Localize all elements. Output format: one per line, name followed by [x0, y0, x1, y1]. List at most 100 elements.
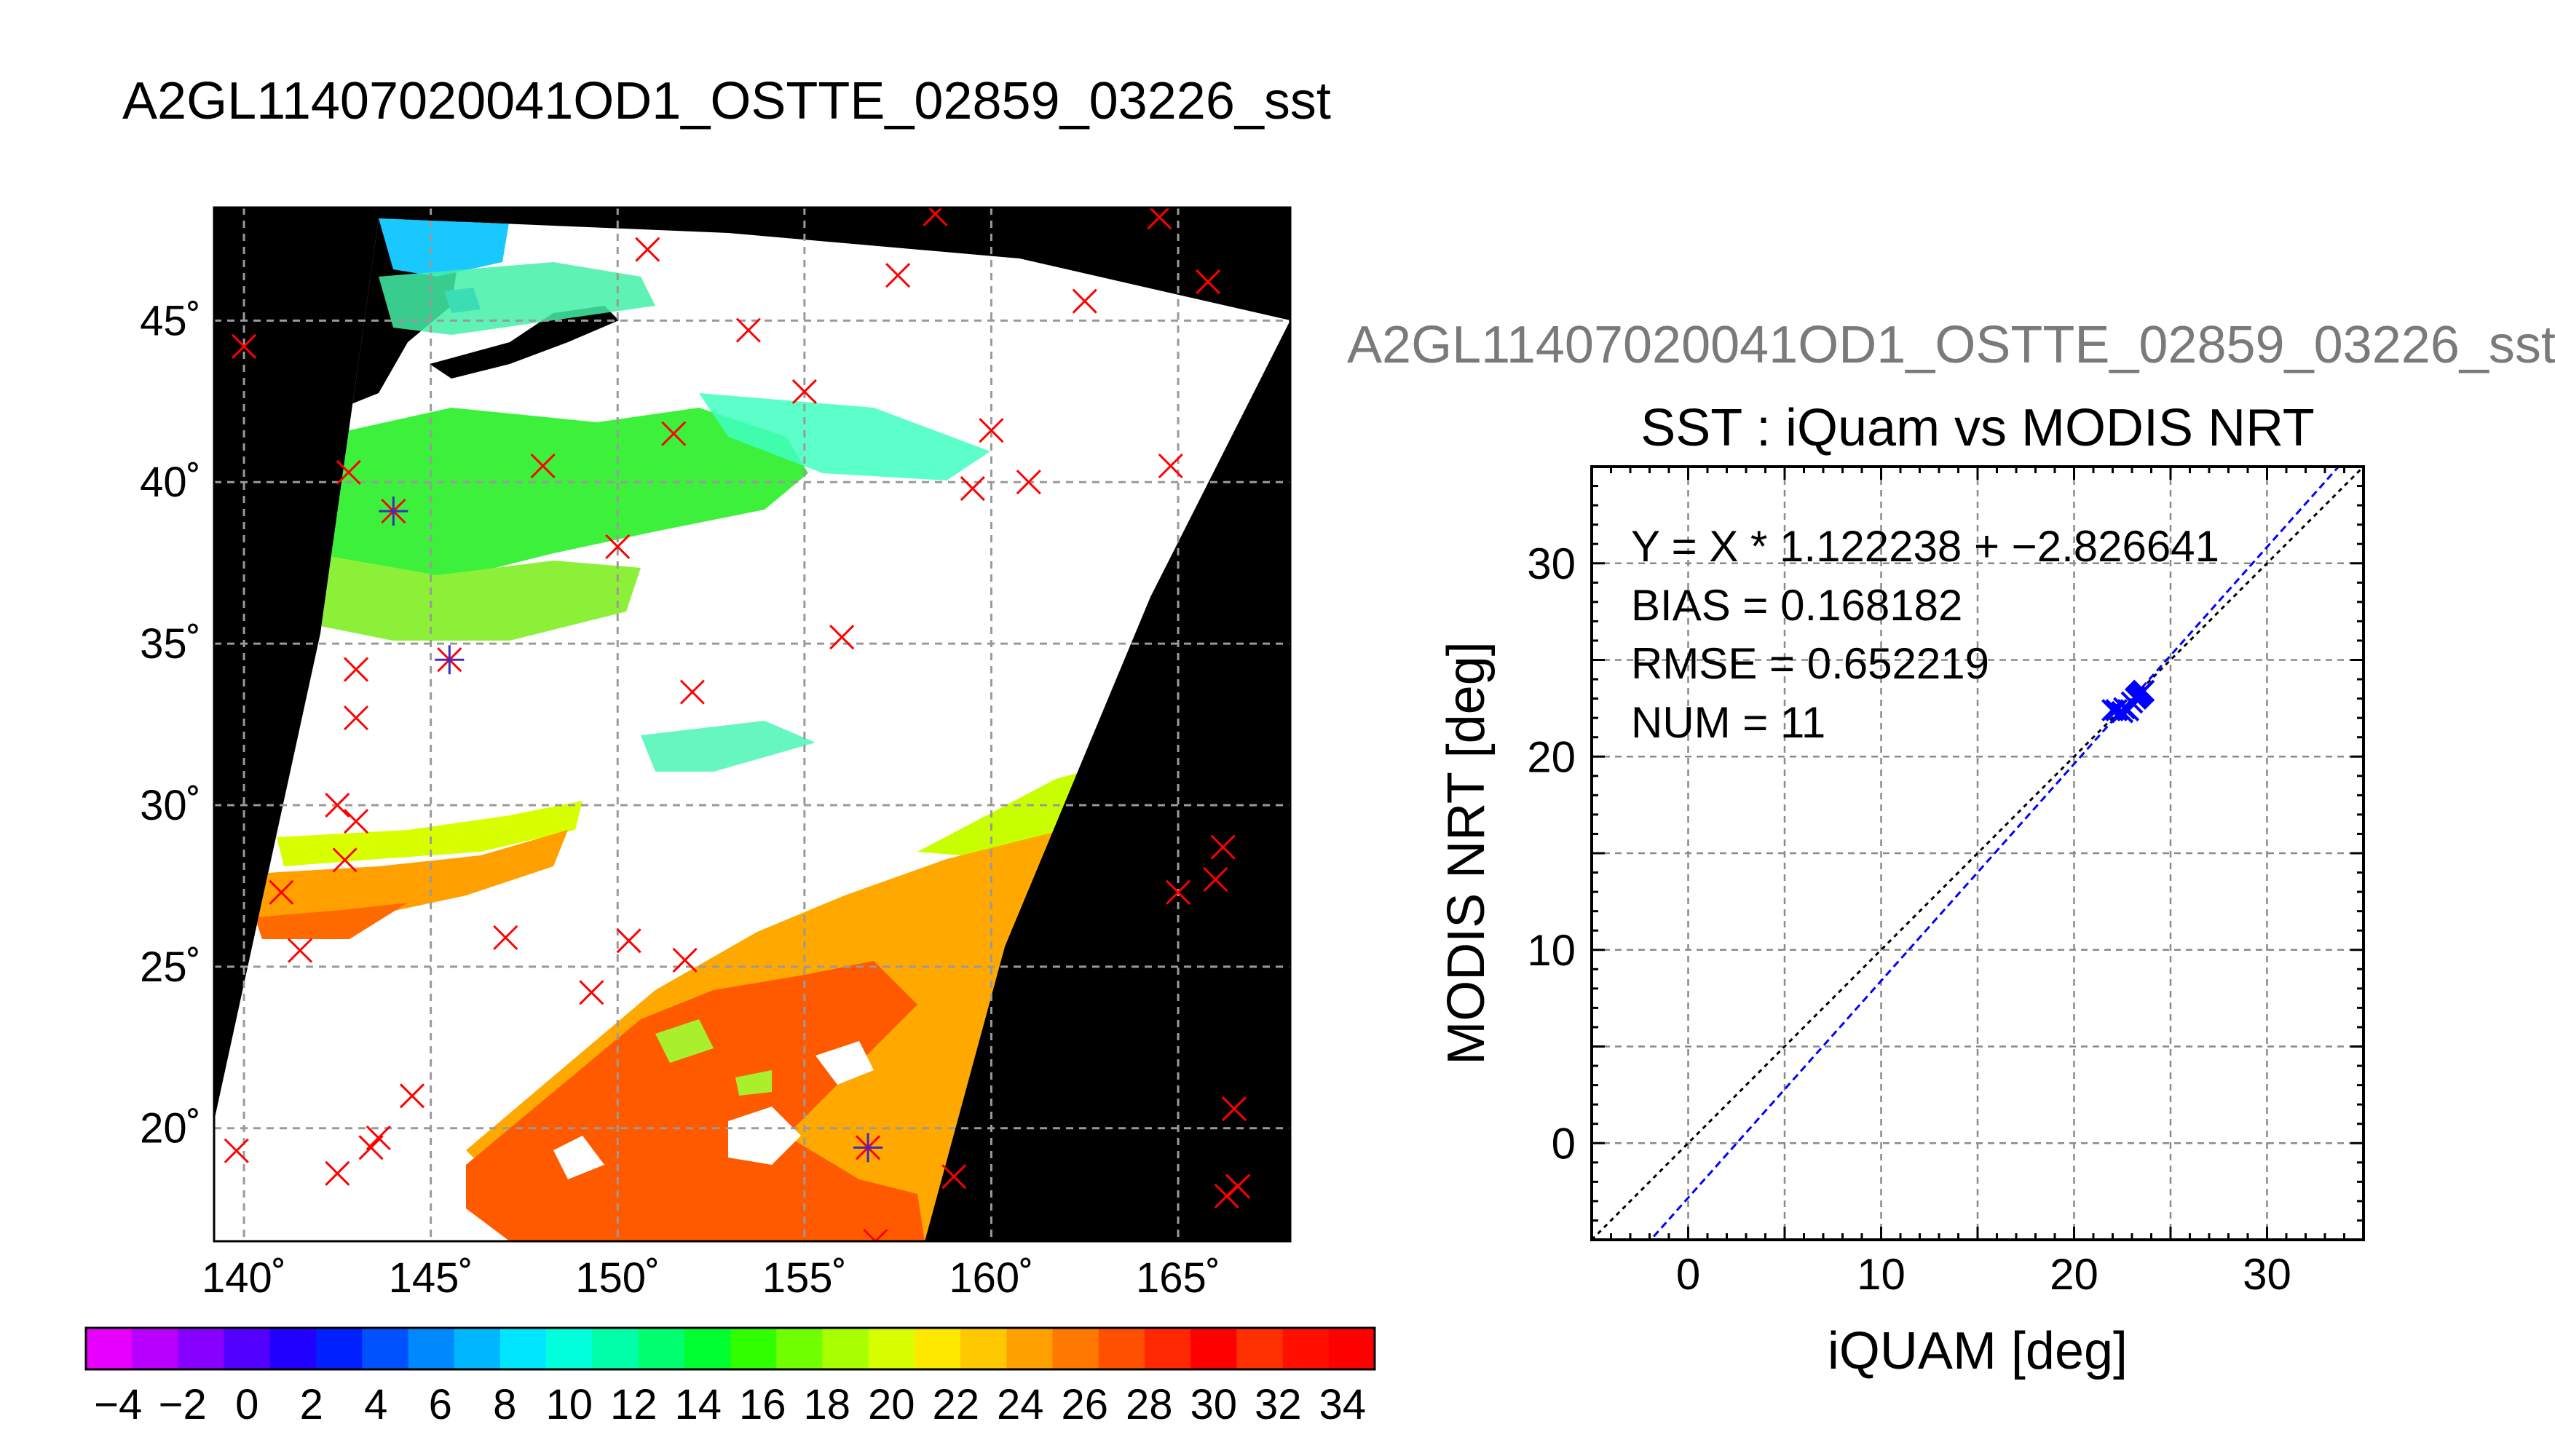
scatter-x-tick-label: 10 [1857, 1250, 1906, 1299]
buoy-x-marker [863, 1228, 888, 1241]
scatter-file-title: A2GL11407020041OD1_OSTTE_02859_03226_sst [1347, 316, 2555, 374]
buoy-x-marker [336, 459, 361, 485]
map-lon-tick-label: 145˚ [389, 1254, 473, 1302]
colorbar-tick-label: −2 [159, 1381, 207, 1428]
buoy-x-marker [399, 1083, 425, 1109]
colorbar-tick-label: 18 [803, 1381, 850, 1428]
map-grid [214, 207, 1290, 1241]
colorbar-tick-label: 34 [1319, 1381, 1366, 1428]
scatter-y-axis-label: MODIS NRT [deg] [1437, 641, 1496, 1065]
map-lon-tick-label: 155˚ [762, 1254, 847, 1302]
buoy-x-marker [358, 1135, 384, 1160]
colorbar-tick-label: 20 [868, 1381, 915, 1428]
colorbar-cell [454, 1328, 501, 1369]
colorbar-tick-label: 22 [932, 1381, 979, 1428]
colorbar-cell [730, 1328, 777, 1369]
sst-map: 140˚ 145˚ 150˚ 155˚ 160˚ 165˚ 20˚ 25˚ 30˚ 35˚ 40˚… [140, 206, 1292, 1302]
colorbar-cell [638, 1328, 685, 1369]
buoy-x-marker [579, 980, 604, 1005]
sst-region-lime-speck [655, 1019, 772, 1096]
buoy-x-marker [960, 476, 985, 502]
scatter-x-axis-label: iQUAM [deg] [1828, 1322, 2128, 1380]
buoy-x-marker [231, 333, 257, 359]
colorbar-cell [1236, 1328, 1284, 1369]
sst-band-green [313, 408, 808, 597]
colorbar-tick-label: 10 [545, 1381, 593, 1428]
colorbar-tick-label: 14 [674, 1381, 722, 1428]
colorbar-labels: −4 −2 0 2 4 6 8 10 12 14 16 18 20 22 24 26 28 30 32 34 [94, 1381, 1366, 1428]
buoy-x-marker [269, 879, 294, 905]
buoy-x-marker [325, 1160, 350, 1186]
buoy-x-marker [1196, 269, 1221, 295]
colorbar-tick-label: 30 [1190, 1381, 1237, 1428]
buoy-x-marker [1203, 866, 1228, 893]
buoy-x-marker [1147, 207, 1172, 230]
buoy-x-marker [343, 657, 369, 682]
colorbar-tick-label: 2 [300, 1381, 323, 1428]
colorbar-tick-label: 26 [1061, 1381, 1108, 1428]
map-lat-tick-label: 20˚ [140, 1105, 201, 1152]
buoy-x-marker [941, 1164, 967, 1190]
buoy-x-marker [530, 453, 556, 479]
scatter-x-tick-label: 30 [2243, 1250, 2291, 1299]
fit-line [1649, 467, 2340, 1240]
matchup-star-marker [853, 1133, 883, 1163]
sst-patch-lightgreen-n [379, 262, 655, 335]
map-lat-tick-label: 35˚ [140, 620, 201, 668]
sst-patch-mint [699, 393, 990, 480]
map-markers [224, 207, 1251, 1241]
stat-fit: Y = X * 1.122238 + −2.826641 [1631, 522, 2219, 571]
map-frame [213, 206, 1292, 1243]
stat-rmse: RMSE = 0.652219 [1631, 639, 1989, 688]
buoy-x-marker [829, 625, 855, 650]
colorbar-cell [86, 1328, 133, 1369]
colorbar-cell [546, 1328, 593, 1369]
sst-patch-cyan [379, 218, 510, 277]
sst-band-orange [248, 830, 568, 932]
scatter-y-tick-labels: 0 10 20 30 [1527, 539, 1576, 1168]
colorbar-tick-label: 32 [1255, 1381, 1302, 1428]
matchup-star-marker [435, 645, 465, 675]
colorbar-cell [362, 1328, 408, 1369]
sst-band-yellow [277, 801, 583, 866]
map-lat-tick-label: 30˚ [140, 782, 201, 829]
colorbar-cell [1190, 1328, 1237, 1369]
scatter-title: SST : iQuam vs MODIS NRT [1640, 399, 2315, 457]
buoy-x-marker [791, 379, 817, 404]
buoy-x-marker [1210, 834, 1236, 860]
colorbar-tick-label: 8 [493, 1381, 516, 1428]
colorbar-cell [132, 1328, 178, 1369]
main-title: A2GL11407020041OD1_OSTTE_02859_03226_sst [122, 72, 1331, 130]
buoy-x-marker [635, 237, 660, 262]
buoy-x-marker [679, 679, 705, 705]
colorbar-cell [684, 1328, 731, 1369]
colorbar-tick-label: 24 [997, 1381, 1044, 1428]
buoy-x-marker [224, 1138, 249, 1163]
identity-line [1592, 467, 2364, 1240]
buoy-x-marker [1221, 1096, 1247, 1122]
cloud-holes [553, 1041, 874, 1179]
map-lat-labels: 20˚ 25˚ 30˚ 35˚ 40˚ 45˚ [140, 297, 201, 1152]
land-mask-strip [430, 306, 619, 379]
matchup-star-marker [379, 496, 408, 526]
map-lat-tick-label: 45˚ [140, 297, 201, 344]
map-lat-tick-label: 40˚ [140, 459, 201, 506]
map-lat-tick-label: 25˚ [140, 943, 201, 991]
colorbar-cell [408, 1328, 455, 1369]
buoy-x-marker [672, 947, 698, 973]
buoy-x-marker [493, 925, 518, 950]
colorbar-tick-label: 12 [610, 1381, 657, 1428]
sst-band-lightgreen [313, 553, 641, 641]
buoy-x-marker [332, 847, 358, 873]
colorbar-tick-label: 28 [1126, 1381, 1173, 1428]
buoy-x-marker [1158, 453, 1183, 479]
buoy-x-marker [979, 418, 1004, 443]
scatter-y-tick-label: 10 [1527, 926, 1576, 975]
sst-band-deep-orange [255, 903, 408, 939]
map-lon-tick-label: 140˚ [202, 1254, 286, 1302]
scatter-y-tick-label: 0 [1552, 1119, 1576, 1168]
colorbar-cell [960, 1328, 1007, 1369]
scatter-point [2132, 679, 2155, 703]
buoy-x-marker [885, 263, 911, 288]
